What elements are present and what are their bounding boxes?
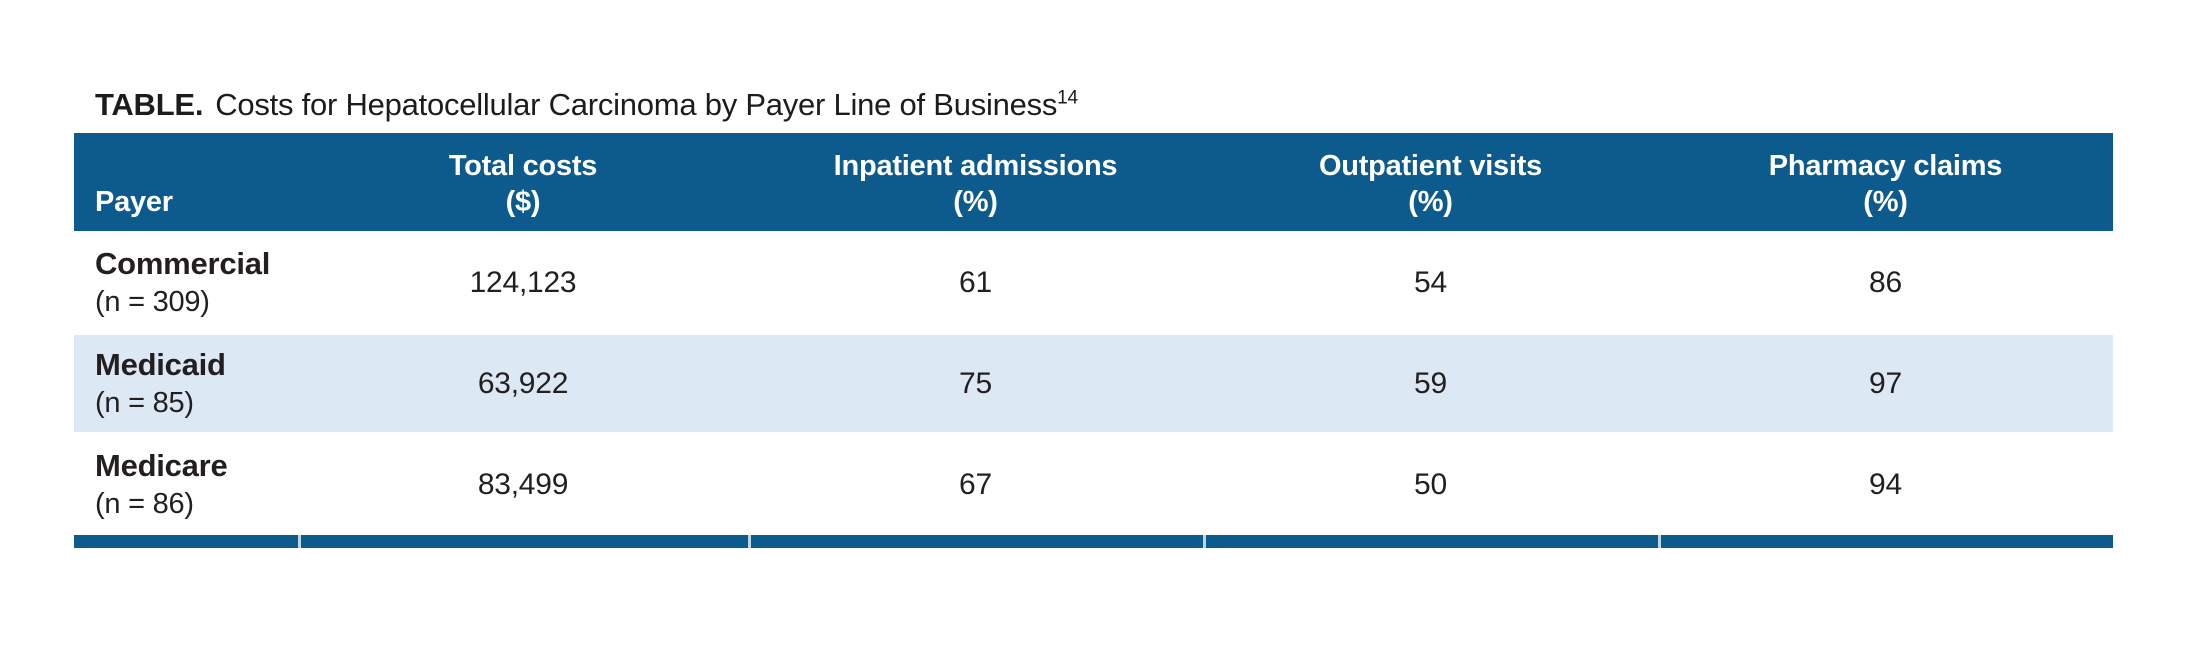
outpatient-visits-value: 59 <box>1414 366 1447 400</box>
header-unit: ($) <box>505 186 541 218</box>
header-label: Payer <box>95 186 173 218</box>
header-label: Inpatient admissions <box>833 150 1118 182</box>
bottom-rule-divider <box>748 535 751 548</box>
footnote-reference: 14 <box>1057 87 1078 109</box>
header-unit: (%) <box>1408 186 1453 218</box>
pharmacy-claims-value: 94 <box>1869 467 1902 501</box>
table-caption-prefix: TABLE. <box>95 87 204 122</box>
table-caption-text: Costs for Hepatocellular Carcinoma by Pa… <box>215 87 1058 122</box>
table-caption: TABLE. Costs for Hepatocellular Carcinoma… <box>95 88 1078 122</box>
outpatient-visits-value: 50 <box>1414 467 1447 501</box>
payer-cell: Commercial (n = 309) <box>74 234 298 331</box>
header-unit: (%) <box>953 186 998 218</box>
payer-cell: Medicaid (n = 85) <box>74 335 298 432</box>
pharmacy-claims-value: 86 <box>1869 265 1902 299</box>
payer-name: Medicaid <box>95 346 226 382</box>
table-row-medicaid: Medicaid (n = 85) 63,922 75 59 97 <box>74 335 2113 432</box>
costs-table: Payer Total costs ($) Inpatient admissio… <box>74 133 2113 548</box>
bottom-rule-divider <box>1658 535 1661 548</box>
total-costs-value: 63,922 <box>477 366 569 400</box>
outpatient-visits-value: 54 <box>1414 265 1447 299</box>
table-row-commercial: Commercial (n = 309) 124,123 61 54 86 <box>74 234 2113 331</box>
header-label: Outpatient visits <box>1318 150 1543 182</box>
bottom-rule-divider <box>298 535 301 548</box>
total-costs-value: 124,123 <box>469 265 577 299</box>
header-cell-pharmacy-claims: Pharmacy claims (%) <box>1658 133 2113 231</box>
payer-sample-size: (n = 309) <box>95 285 210 318</box>
header-label: Pharmacy claims <box>1768 150 2003 182</box>
payer-cell: Medicare (n = 86) <box>74 436 298 533</box>
pharmacy-claims-value: 97 <box>1869 366 1902 400</box>
table-header-row: Payer Total costs ($) Inpatient admissio… <box>74 133 2113 231</box>
header-cell-payer: Payer <box>74 133 298 231</box>
header-label: Total costs <box>448 150 598 182</box>
payer-sample-size: (n = 85) <box>95 386 194 419</box>
header-unit: (%) <box>1863 186 1908 218</box>
header-cell-outpatient-visits: Outpatient visits (%) <box>1203 133 1658 231</box>
table-row-medicare: Medicare (n = 86) 83,499 67 50 94 <box>74 436 2113 533</box>
inpatient-admissions-value: 61 <box>959 265 992 299</box>
inpatient-admissions-value: 67 <box>959 467 992 501</box>
inpatient-admissions-value: 75 <box>959 366 992 400</box>
payer-name: Medicare <box>95 447 228 483</box>
payer-name: Commercial <box>95 245 271 281</box>
table-bottom-rule <box>74 535 2113 548</box>
total-costs-value: 83,499 <box>477 467 569 501</box>
bottom-rule-divider <box>1203 535 1206 548</box>
header-cell-inpatient-admissions: Inpatient admissions (%) <box>748 133 1203 231</box>
payer-sample-size: (n = 86) <box>95 487 194 520</box>
header-cell-total-costs: Total costs ($) <box>298 133 748 231</box>
